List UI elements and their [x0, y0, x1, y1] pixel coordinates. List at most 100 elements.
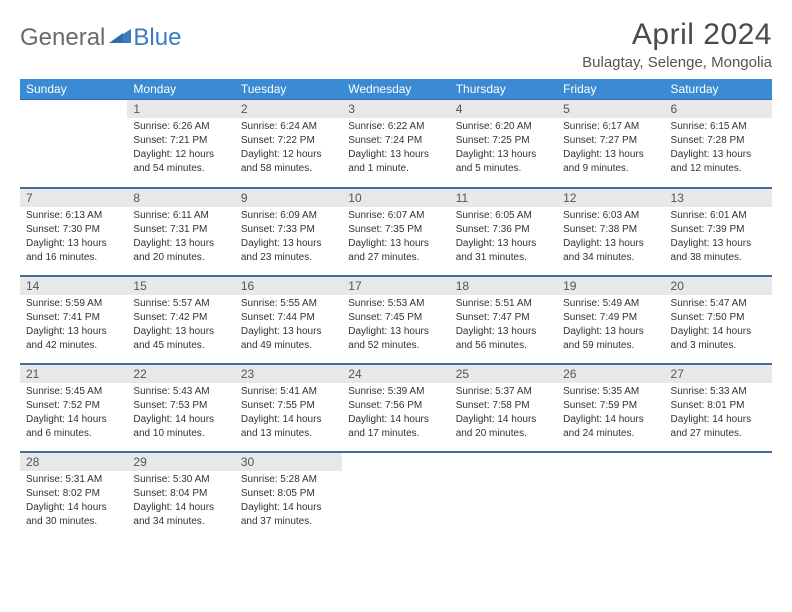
day-number: 22: [127, 365, 234, 383]
weekday-header: Monday: [127, 79, 234, 100]
day-details: Sunrise: 5:35 AMSunset: 7:59 PMDaylight:…: [557, 383, 664, 447]
calendar-body: 1Sunrise: 6:26 AMSunset: 7:21 PMDaylight…: [20, 100, 772, 540]
day-number: 29: [127, 453, 234, 471]
calendar-day-cell: [20, 100, 127, 188]
sunset-text: Sunset: 7:49 PM: [563, 311, 658, 325]
sunset-text: Sunset: 7:50 PM: [671, 311, 766, 325]
calendar-day-cell: 1Sunrise: 6:26 AMSunset: 7:21 PMDaylight…: [127, 100, 234, 188]
weekday-header: Tuesday: [235, 79, 342, 100]
day-number: 16: [235, 277, 342, 295]
daylight-text: Daylight: 13 hours and 34 minutes.: [563, 237, 658, 265]
sunset-text: Sunset: 8:05 PM: [241, 487, 336, 501]
calendar-day-cell: 18Sunrise: 5:51 AMSunset: 7:47 PMDayligh…: [450, 276, 557, 364]
calendar-week-row: 1Sunrise: 6:26 AMSunset: 7:21 PMDaylight…: [20, 100, 772, 188]
sunset-text: Sunset: 7:38 PM: [563, 223, 658, 237]
day-details: Sunrise: 5:57 AMSunset: 7:42 PMDaylight:…: [127, 295, 234, 359]
day-number: 25: [450, 365, 557, 383]
daylight-text: Daylight: 13 hours and 52 minutes.: [348, 325, 443, 353]
calendar-day-cell: 8Sunrise: 6:11 AMSunset: 7:31 PMDaylight…: [127, 188, 234, 276]
daylight-text: Daylight: 13 hours and 38 minutes.: [671, 237, 766, 265]
header: General Blue April 2024 Bulagtay, Seleng…: [20, 18, 772, 71]
sunset-text: Sunset: 7:58 PM: [456, 399, 551, 413]
day-number: 17: [342, 277, 449, 295]
logo-triangle-icon: [109, 25, 131, 48]
sunrise-text: Sunrise: 5:35 AM: [563, 385, 658, 399]
day-details: Sunrise: 5:31 AMSunset: 8:02 PMDaylight:…: [20, 471, 127, 535]
calendar-day-cell: 30Sunrise: 5:28 AMSunset: 8:05 PMDayligh…: [235, 452, 342, 540]
sunset-text: Sunset: 7:42 PM: [133, 311, 228, 325]
calendar-day-cell: 22Sunrise: 5:43 AMSunset: 7:53 PMDayligh…: [127, 364, 234, 452]
calendar-day-cell: [342, 452, 449, 540]
calendar-day-cell: 9Sunrise: 6:09 AMSunset: 7:33 PMDaylight…: [235, 188, 342, 276]
calendar-day-cell: 17Sunrise: 5:53 AMSunset: 7:45 PMDayligh…: [342, 276, 449, 364]
logo-text-general: General: [20, 24, 105, 52]
daylight-text: Daylight: 14 hours and 24 minutes.: [563, 413, 658, 441]
day-details: Sunrise: 5:49 AMSunset: 7:49 PMDaylight:…: [557, 295, 664, 359]
day-number: 19: [557, 277, 664, 295]
sunrise-text: Sunrise: 5:57 AM: [133, 297, 228, 311]
day-number: 15: [127, 277, 234, 295]
daylight-text: Daylight: 13 hours and 45 minutes.: [133, 325, 228, 353]
sunrise-text: Sunrise: 6:03 AM: [563, 209, 658, 223]
sunrise-text: Sunrise: 5:47 AM: [671, 297, 766, 311]
sunset-text: Sunset: 7:55 PM: [241, 399, 336, 413]
sunrise-text: Sunrise: 6:13 AM: [26, 209, 121, 223]
sunset-text: Sunset: 7:44 PM: [241, 311, 336, 325]
sunset-text: Sunset: 7:28 PM: [671, 134, 766, 148]
daylight-text: Daylight: 13 hours and 27 minutes.: [348, 237, 443, 265]
calendar-day-cell: 2Sunrise: 6:24 AMSunset: 7:22 PMDaylight…: [235, 100, 342, 188]
sunrise-text: Sunrise: 5:49 AM: [563, 297, 658, 311]
calendar-table: Sunday Monday Tuesday Wednesday Thursday…: [20, 79, 772, 540]
day-number: 2: [235, 100, 342, 118]
calendar-day-cell: 25 Sunrise: 5:37 AMSunset: 7:58 PMDayligh…: [450, 364, 557, 452]
daylight-text: Daylight: 14 hours and 10 minutes.: [133, 413, 228, 441]
location-subtitle: Bulagtay, Selenge, Mongolia: [582, 54, 772, 71]
calendar-day-cell: 10Sunrise: 6:07 AMSunset: 7:35 PMDayligh…: [342, 188, 449, 276]
calendar-day-cell: 26Sunrise: 5:35 AMSunset: 7:59 PMDayligh…: [557, 364, 664, 452]
sunset-text: Sunset: 7:56 PM: [348, 399, 443, 413]
sunrise-text: Sunrise: 5:45 AM: [26, 385, 121, 399]
weekday-header: Wednesday: [342, 79, 449, 100]
calendar-day-cell: 3Sunrise: 6:22 AMSunset: 7:24 PMDaylight…: [342, 100, 449, 188]
sunrise-text: Sunrise: 5:59 AM: [26, 297, 121, 311]
daylight-text: Daylight: 13 hours and 59 minutes.: [563, 325, 658, 353]
daylight-text: Daylight: 13 hours and 5 minutes.: [456, 148, 551, 176]
daylight-text: Daylight: 12 hours and 58 minutes.: [241, 148, 336, 176]
daylight-text: Daylight: 14 hours and 17 minutes.: [348, 413, 443, 441]
day-details: Sunrise: 6:11 AMSunset: 7:31 PMDaylight:…: [127, 207, 234, 271]
sunrise-text: Sunrise: 5:39 AM: [348, 385, 443, 399]
day-number: 11: [450, 189, 557, 207]
weekday-header: Thursday: [450, 79, 557, 100]
weekday-header: Friday: [557, 79, 664, 100]
day-details: Sunrise: 5:45 AMSunset: 7:52 PMDaylight:…: [20, 383, 127, 447]
day-details: Sunrise: 5:41 AMSunset: 7:55 PMDaylight:…: [235, 383, 342, 447]
day-number: 9: [235, 189, 342, 207]
sunrise-text: Sunrise: 5:51 AM: [456, 297, 551, 311]
sunset-text: Sunset: 8:01 PM: [671, 399, 766, 413]
sunset-text: Sunset: 8:04 PM: [133, 487, 228, 501]
sunrise-text: Sunrise: 6:01 AM: [671, 209, 766, 223]
daylight-text: Daylight: 13 hours and 1 minute.: [348, 148, 443, 176]
day-details: Sunrise: 6:05 AMSunset: 7:36 PMDaylight:…: [450, 207, 557, 271]
calendar-day-cell: 14Sunrise: 5:59 AMSunset: 7:41 PMDayligh…: [20, 276, 127, 364]
sunrise-text: Sunrise: 6:09 AM: [241, 209, 336, 223]
calendar-week-row: 21Sunrise: 5:45 AMSunset: 7:52 PMDayligh…: [20, 364, 772, 452]
day-details: Sunrise: 6:22 AMSunset: 7:24 PMDaylight:…: [342, 118, 449, 182]
daylight-text: Daylight: 14 hours and 20 minutes.: [456, 413, 551, 441]
daylight-text: Daylight: 13 hours and 20 minutes.: [133, 237, 228, 265]
day-number: 6: [665, 100, 772, 118]
day-number: 14: [20, 277, 127, 295]
sunset-text: Sunset: 7:21 PM: [133, 134, 228, 148]
day-number: 24: [342, 365, 449, 383]
calendar-day-cell: 4Sunrise: 6:20 AMSunset: 7:25 PMDaylight…: [450, 100, 557, 188]
calendar-day-cell: 15Sunrise: 5:57 AMSunset: 7:42 PMDayligh…: [127, 276, 234, 364]
sunrise-text: Sunrise: 5:37 AM: [456, 385, 551, 399]
sunrise-text: Sunrise: 6:24 AM: [241, 120, 336, 134]
day-number: 30: [235, 453, 342, 471]
day-number: 18: [450, 277, 557, 295]
day-number: 20: [665, 277, 772, 295]
day-details: Sunrise: 5:39 AMSunset: 7:56 PMDaylight:…: [342, 383, 449, 447]
sunset-text: Sunset: 7:47 PM: [456, 311, 551, 325]
calendar-day-cell: 6Sunrise: 6:15 AMSunset: 7:28 PMDaylight…: [665, 100, 772, 188]
daylight-text: Daylight: 13 hours and 16 minutes.: [26, 237, 121, 265]
